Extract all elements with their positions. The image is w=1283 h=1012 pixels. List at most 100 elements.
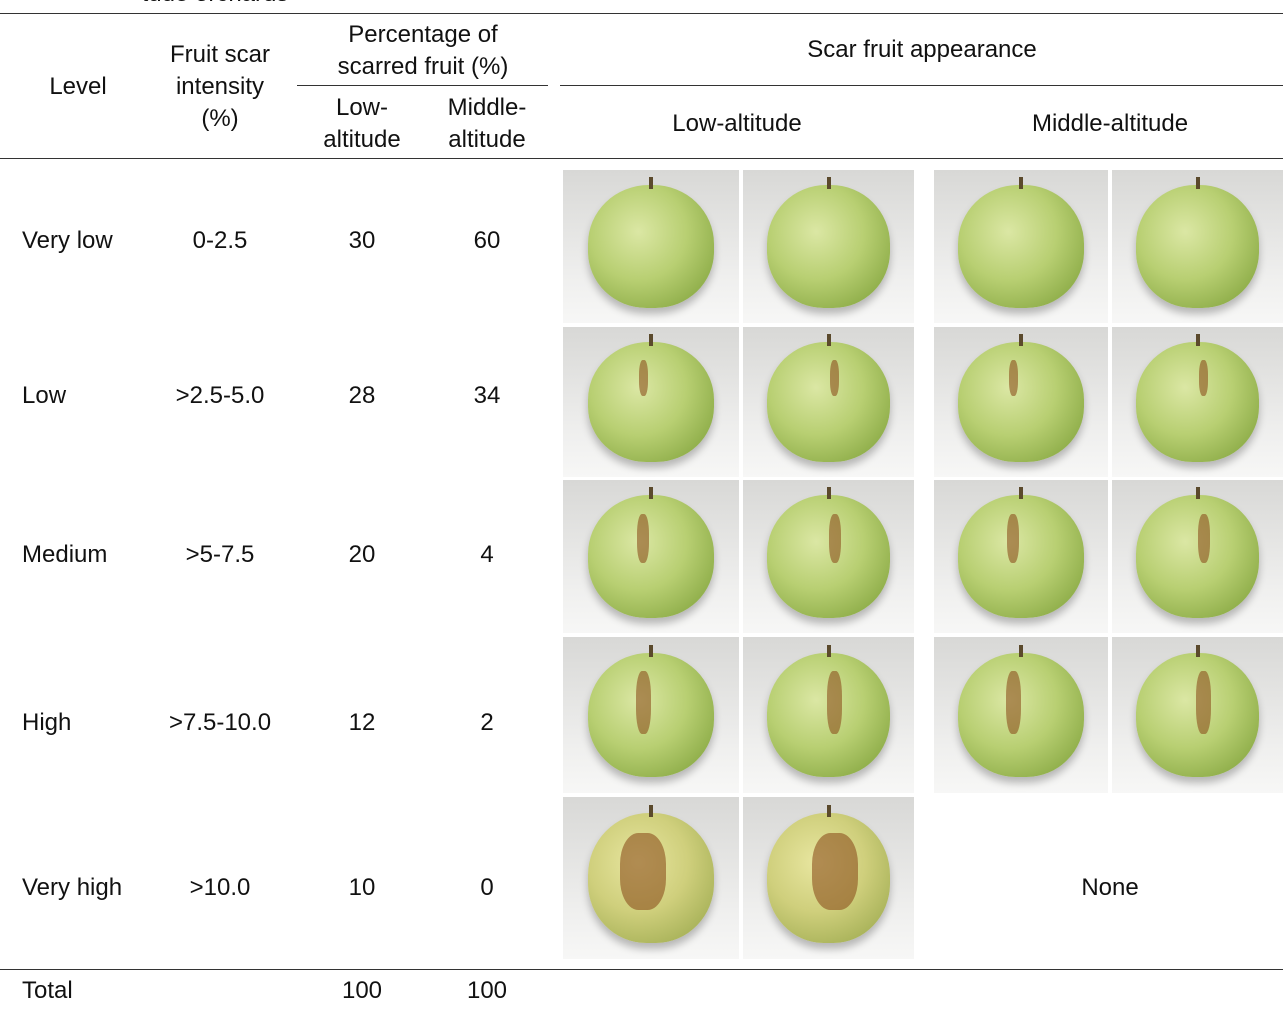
stem [1196, 487, 1200, 499]
scar [812, 833, 858, 911]
stem [1019, 645, 1023, 657]
stem [827, 805, 831, 817]
fruit-photo [1112, 637, 1283, 793]
scar [1198, 514, 1210, 563]
stem [827, 334, 831, 346]
fruit [767, 342, 890, 462]
fruit-photo [1112, 480, 1283, 633]
fruit-photo [743, 327, 914, 477]
scar [620, 833, 666, 911]
header: Middle-altitude [1032, 108, 1188, 140]
fruit-photo [563, 480, 739, 633]
cell: 60 [474, 225, 501, 257]
sub-rule [560, 85, 1283, 86]
fruit-photo [934, 170, 1108, 323]
level-cell: Medium [22, 539, 107, 571]
stem [1196, 645, 1200, 657]
fruit [958, 342, 1083, 462]
stem [649, 645, 653, 657]
stem [827, 487, 831, 499]
total-label: Total [22, 975, 73, 1007]
scar [639, 360, 648, 396]
stem [1019, 334, 1023, 346]
total-cell: 100 [467, 975, 507, 1007]
stem [649, 334, 653, 346]
stem [1019, 177, 1023, 189]
cell: 12 [349, 707, 376, 739]
cell: >10.0 [190, 872, 251, 904]
fruit [588, 342, 715, 462]
cell: >7.5-10.0 [169, 707, 271, 739]
none-cell: None [1081, 872, 1138, 904]
level-cell: High [22, 707, 71, 739]
fruit [958, 653, 1083, 778]
fruit-photo [934, 637, 1108, 793]
scar [1196, 671, 1211, 733]
level-cell: Very low [22, 225, 113, 257]
fruit [958, 185, 1083, 307]
fruit-photo [934, 480, 1108, 633]
cell: >2.5-5.0 [176, 380, 265, 412]
page: tude orchards Level Fruit scar intensity… [0, 0, 1283, 1012]
scar [830, 360, 839, 396]
fruit [588, 653, 715, 778]
scar [829, 514, 841, 563]
fruit [1136, 495, 1259, 617]
header: Percentage of scarred fruit (%) [318, 19, 528, 83]
sub-rule [297, 85, 548, 86]
scar [1199, 360, 1208, 396]
fruit [1136, 342, 1259, 462]
stem [649, 487, 653, 499]
fruit-photo [563, 797, 739, 959]
fruit-photo [563, 637, 739, 793]
scar [1007, 514, 1019, 563]
fruit [958, 495, 1083, 617]
fruit-photo [934, 327, 1108, 477]
fruit [1136, 185, 1259, 307]
cell: 30 [349, 225, 376, 257]
stem [1196, 334, 1200, 346]
cell: 20 [349, 539, 376, 571]
level-cell: Very high [22, 872, 122, 904]
cell: 4 [480, 539, 493, 571]
header: Low-altitude [672, 108, 801, 140]
level-cell: Low [22, 380, 66, 412]
fruit-photo [743, 637, 914, 793]
cell: 34 [474, 380, 501, 412]
total-rule [0, 969, 1283, 970]
stem [649, 177, 653, 189]
fruit-photo [1112, 170, 1283, 323]
fruit [767, 185, 890, 307]
fruit [588, 495, 715, 617]
stem [649, 805, 653, 817]
fruit-photo [743, 170, 914, 323]
header: Scar fruit appearance [807, 34, 1036, 66]
stem [1196, 177, 1200, 189]
cell: 2 [480, 707, 493, 739]
cell: 28 [349, 380, 376, 412]
stem [827, 645, 831, 657]
fruit-photo [563, 170, 739, 323]
cell: 10 [349, 872, 376, 904]
stem [827, 177, 831, 189]
scar [1006, 671, 1021, 733]
caption: tude orchards [142, 0, 289, 10]
scar [636, 671, 651, 733]
total-cell: 100 [342, 975, 382, 1007]
fruit-photo [1112, 327, 1283, 477]
cell: 0 [480, 872, 493, 904]
fruit-photo [563, 327, 739, 477]
header: Level [49, 71, 106, 103]
header: Middle-altitude [437, 92, 537, 156]
scar [637, 514, 649, 563]
top-rule [0, 13, 1283, 14]
scar [1009, 360, 1018, 396]
fruit [767, 495, 890, 617]
scar [827, 671, 842, 733]
header: Low-altitude [322, 92, 402, 156]
header-rule [0, 158, 1283, 159]
fruit-photo [743, 797, 914, 959]
fruit [588, 185, 715, 307]
header: Fruit scar intensity (%) [155, 39, 285, 135]
cell: >5-7.5 [186, 539, 255, 571]
